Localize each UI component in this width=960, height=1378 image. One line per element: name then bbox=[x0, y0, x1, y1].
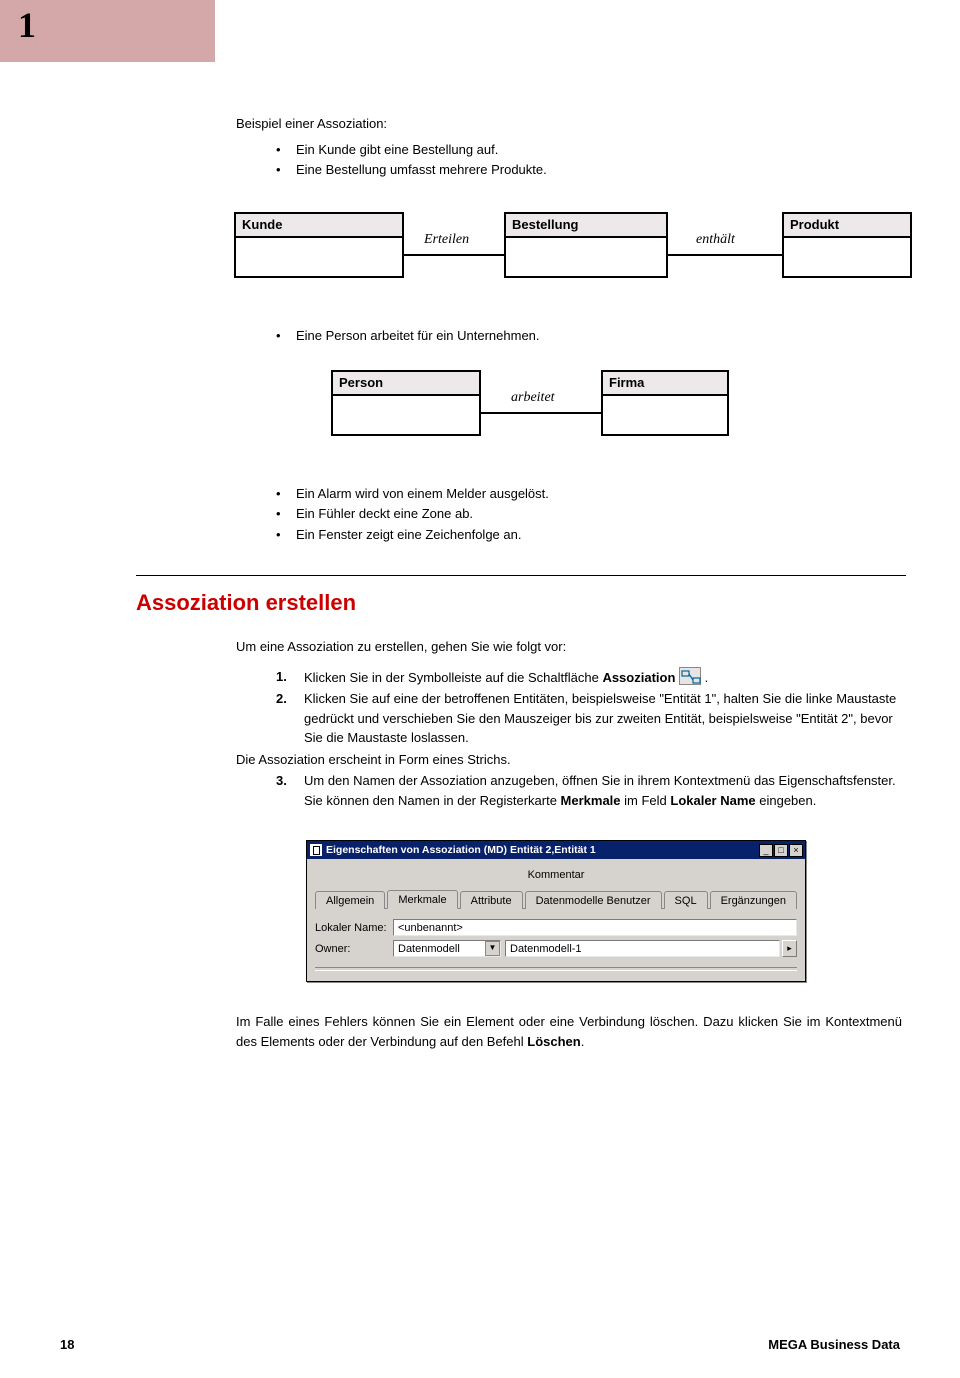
entity-box-person: Person bbox=[331, 370, 481, 436]
tab-allgemein[interactable]: Allgemein bbox=[315, 891, 385, 909]
tab-merkmale[interactable]: Merkmale bbox=[387, 890, 457, 909]
section-intro: Um eine Assoziation zu erstellen, gehen … bbox=[236, 638, 906, 657]
step-number: 2. bbox=[276, 689, 287, 709]
step-text: Klicken Sie auf eine der betroffenen Ent… bbox=[304, 691, 896, 745]
tab-datenmodelle-benutzer[interactable]: Datenmodelle Benutzer bbox=[525, 891, 662, 909]
page-footer: 18 MEGA Business Data bbox=[0, 1337, 960, 1352]
dialog-icon bbox=[310, 844, 322, 856]
combo-owner-type[interactable]: Datenmodell ▼ bbox=[393, 940, 501, 957]
erd-diagram-2: Person Firma arbeitet bbox=[331, 360, 906, 448]
lead-text: Beispiel einer Assoziation: bbox=[236, 115, 906, 134]
tab-ergaenzungen[interactable]: Ergänzungen bbox=[710, 891, 797, 909]
closing-bold: Löschen bbox=[527, 1034, 580, 1049]
erd-diagram-1: Kunde Bestellung Produkt Erteilen enthäl… bbox=[234, 202, 906, 290]
between-text: Die Assoziation erscheint in Form eines … bbox=[236, 750, 906, 770]
step-3: 3. Um den Namen der Assoziation anzugebe… bbox=[276, 771, 906, 810]
dialog-separator bbox=[315, 967, 797, 971]
step3-line1: Um den Namen der Assoziation anzugeben, … bbox=[304, 773, 896, 788]
step-text-pre: Klicken Sie in der Symbolleiste auf die … bbox=[304, 670, 602, 685]
page-number: 18 bbox=[60, 1337, 74, 1352]
entity-box-bestellung: Bestellung bbox=[504, 212, 668, 278]
bullet-item: Ein Alarm wird von einem Melder ausgelös… bbox=[276, 484, 906, 504]
entity-header: Kunde bbox=[236, 214, 402, 238]
step-number: 3. bbox=[276, 771, 287, 791]
tab-sql[interactable]: SQL bbox=[664, 891, 708, 909]
relation-label: Erteilen bbox=[424, 232, 469, 248]
close-button[interactable]: × bbox=[789, 844, 803, 857]
dialog-tabs: Allgemein Merkmale Attribute Datenmodell… bbox=[315, 889, 797, 909]
product-name: MEGA Business Data bbox=[768, 1337, 900, 1352]
tab-attribute[interactable]: Attribute bbox=[460, 891, 523, 909]
steps-list-2: 3. Um den Namen der Assoziation anzugebe… bbox=[276, 771, 906, 810]
maximize-button[interactable]: □ bbox=[774, 844, 788, 857]
bullets-c: Ein Alarm wird von einem Melder ausgelös… bbox=[276, 484, 906, 544]
relation-label: arbeitet bbox=[511, 390, 555, 406]
label-owner: Owner: bbox=[315, 943, 393, 955]
step3-line2b: im Feld bbox=[621, 793, 671, 808]
section-heading: Assoziation erstellen bbox=[136, 590, 906, 616]
dialog-title: Eigenschaften von Assoziation (MD) Entit… bbox=[326, 844, 759, 856]
entity-box-produkt: Produkt bbox=[782, 212, 912, 278]
step-2: 2. Klicken Sie auf eine der betroffenen … bbox=[276, 689, 906, 748]
properties-dialog: Eigenschaften von Assoziation (MD) Entit… bbox=[306, 840, 806, 982]
kommentar-link[interactable]: Kommentar bbox=[528, 869, 585, 881]
section-divider bbox=[136, 575, 906, 576]
closing-post: . bbox=[581, 1034, 585, 1049]
bullet-item: Eine Bestellung umfasst mehrere Produkte… bbox=[276, 160, 906, 180]
entity-header: Bestellung bbox=[506, 214, 666, 238]
step3-bold1: Merkmale bbox=[561, 793, 621, 808]
input-lokaler-name[interactable]: <unbenannt> bbox=[393, 919, 797, 936]
combo-text: Datenmodell bbox=[394, 943, 485, 955]
dialog-titlebar: Eigenschaften von Assoziation (MD) Entit… bbox=[307, 841, 805, 859]
entity-box-kunde: Kunde bbox=[234, 212, 404, 278]
step-text-bold: Assoziation bbox=[602, 670, 675, 685]
steps-list: 1. Klicken Sie in der Symbolleiste auf d… bbox=[276, 667, 906, 748]
dropdown-icon[interactable]: ▼ bbox=[485, 941, 500, 956]
closing-paragraph: Im Falle eines Fehlers können Sie ein El… bbox=[236, 1012, 902, 1051]
assoziation-toolbar-icon bbox=[679, 667, 701, 685]
entity-box-firma: Firma bbox=[601, 370, 729, 436]
properties-dialog-figure: Eigenschaften von Assoziation (MD) Entit… bbox=[306, 840, 906, 982]
step3-bold2: Lokaler Name bbox=[670, 793, 755, 808]
owner-next-button[interactable]: ▸ bbox=[782, 940, 797, 957]
input-owner-value[interactable]: Datenmodell-1 bbox=[505, 940, 780, 957]
minimize-button[interactable]: _ bbox=[759, 844, 773, 857]
entity-header: Firma bbox=[603, 372, 727, 396]
bullet-item: Eine Person arbeitet für ein Unternehmen… bbox=[276, 326, 906, 346]
bullet-item: Ein Kunde gibt eine Bestellung auf. bbox=[276, 140, 906, 160]
bullet-item: Ein Fühler deckt eine Zone ab. bbox=[276, 504, 906, 524]
entity-header: Produkt bbox=[784, 214, 910, 238]
step-1: 1. Klicken Sie in der Symbolleiste auf d… bbox=[276, 667, 906, 688]
bullet-item: Ein Fenster zeigt eine Zeichenfolge an. bbox=[276, 525, 906, 545]
relation-label: enthält bbox=[696, 232, 735, 248]
entity-header: Person bbox=[333, 372, 479, 396]
chapter-number: 1 bbox=[18, 4, 36, 46]
bullets-b: Eine Person arbeitet für ein Unternehmen… bbox=[276, 326, 906, 346]
step-number: 1. bbox=[276, 667, 287, 687]
label-lokaler-name: Lokaler Name: bbox=[315, 922, 393, 934]
bullets-a: Ein Kunde gibt eine Bestellung auf. Eine… bbox=[276, 140, 906, 180]
step-text-post: . bbox=[701, 670, 708, 685]
step3-line2a: Sie können den Namen in der Registerkart… bbox=[304, 793, 561, 808]
step3-line2c: eingeben. bbox=[756, 793, 817, 808]
